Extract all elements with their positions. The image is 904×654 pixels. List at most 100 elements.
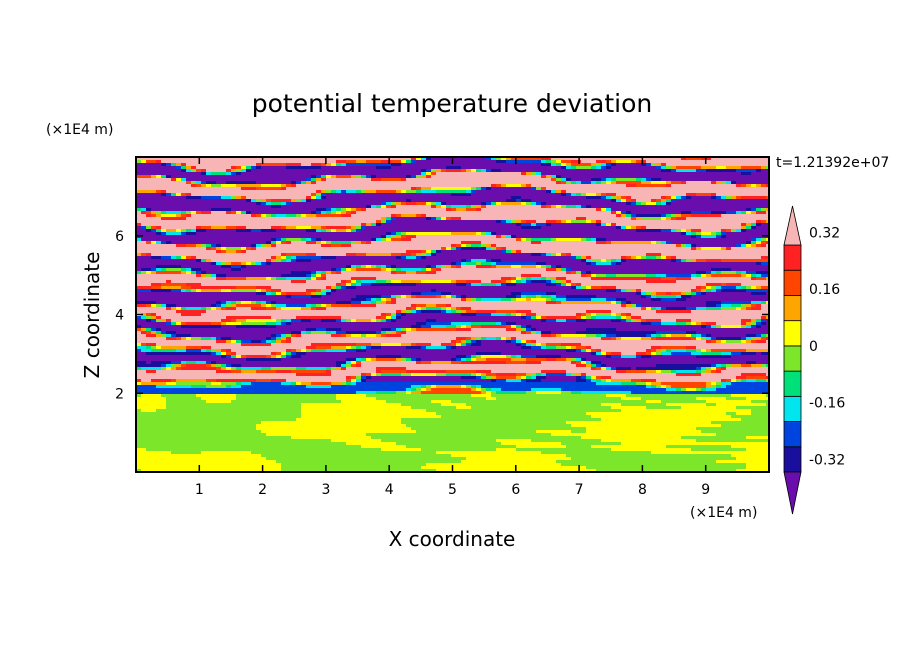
field-cell: [336, 226, 342, 230]
field-cell: [196, 205, 202, 209]
field-cell: [651, 220, 657, 224]
field-cell: [311, 175, 317, 179]
field-cell: [436, 169, 442, 173]
field-cell: [516, 160, 522, 164]
field-cell: [431, 235, 437, 239]
field-cell: [616, 217, 622, 221]
field-cell: [696, 178, 702, 182]
field-cell: [411, 169, 417, 173]
field-cell: [426, 193, 432, 197]
field-cell: [666, 217, 672, 221]
field-cell: [186, 226, 192, 230]
field-cell: [281, 172, 287, 176]
field-cell: [196, 229, 202, 233]
field-cell: [191, 235, 197, 239]
field-cell: [436, 220, 442, 224]
field-cell: [366, 163, 372, 167]
field-cell: [351, 205, 357, 209]
field-cell: [571, 190, 577, 194]
field-cell: [506, 157, 512, 161]
field-cell: [501, 196, 507, 200]
field-cell: [566, 199, 572, 203]
field-cell: [486, 178, 492, 182]
field-cell: [566, 181, 572, 185]
field-cell: [716, 175, 722, 179]
field-cell: [291, 157, 297, 161]
field-cell: [601, 181, 607, 185]
field-cell: [521, 190, 527, 194]
field-cell: [396, 226, 402, 230]
field-cell: [526, 175, 532, 179]
field-cell: [736, 196, 742, 200]
field-cell: [546, 223, 552, 227]
field-cell: [391, 160, 397, 164]
field-cell: [171, 232, 177, 236]
field-cell: [386, 163, 392, 167]
field-cell: [296, 199, 302, 203]
field-cell: [291, 163, 297, 167]
field-cell: [496, 196, 502, 200]
field-cell: [491, 160, 497, 164]
field-cell: [681, 196, 687, 200]
field-cell: [346, 175, 352, 179]
field-cell: [416, 202, 422, 206]
field-cell: [621, 235, 627, 239]
field-cell: [616, 208, 622, 212]
field-cell: [736, 166, 742, 170]
field-cell: [371, 181, 377, 185]
field-cell: [441, 187, 447, 191]
field-cell: [391, 187, 397, 191]
field-cell: [386, 166, 392, 170]
field-cell: [511, 217, 517, 221]
field-cell: [766, 196, 769, 200]
field-cell: [716, 166, 722, 170]
field-cell: [726, 232, 732, 236]
field-cell: [151, 235, 157, 239]
field-cell: [216, 226, 222, 230]
field-cell: [346, 214, 352, 218]
field-cell: [346, 208, 352, 212]
field-cell: [241, 205, 247, 209]
field-cell: [576, 202, 582, 206]
field-cell: [416, 238, 422, 242]
field-cell: [686, 175, 692, 179]
field-cell: [681, 205, 687, 209]
field-cell: [301, 172, 307, 176]
field-cell: [336, 166, 342, 170]
field-cell: [171, 217, 177, 221]
field-cell: [346, 211, 352, 215]
field-cell: [146, 220, 152, 224]
field-cell: [171, 157, 177, 161]
field-cell: [196, 217, 202, 221]
field-cell: [606, 211, 612, 215]
field-cell: [296, 214, 302, 218]
field-cell: [581, 163, 587, 167]
field-cell: [561, 163, 567, 167]
field-cell: [736, 205, 742, 209]
field-cell: [721, 202, 727, 206]
field-cell: [601, 229, 607, 233]
field-cell: [276, 160, 282, 164]
field-cell: [341, 238, 347, 242]
field-cell: [391, 193, 397, 197]
field-cell: [401, 196, 407, 200]
field-cell: [431, 226, 437, 230]
field-cell: [136, 217, 142, 221]
field-cell: [331, 163, 337, 167]
field-cell: [656, 175, 662, 179]
field-cell: [606, 172, 612, 176]
field-cell: [656, 187, 662, 191]
field-cell: [501, 226, 507, 230]
field-cell: [601, 163, 607, 167]
field-cell: [616, 238, 622, 242]
field-cell: [281, 205, 287, 209]
field-cell: [726, 184, 732, 188]
field-cell: [726, 199, 732, 203]
field-cell: [671, 232, 677, 236]
field-cell: [476, 190, 482, 194]
field-cell: [146, 238, 152, 242]
field-cell: [146, 175, 152, 179]
field-cell: [646, 202, 652, 206]
field-cell: [641, 223, 647, 227]
field-cell: [246, 214, 252, 218]
